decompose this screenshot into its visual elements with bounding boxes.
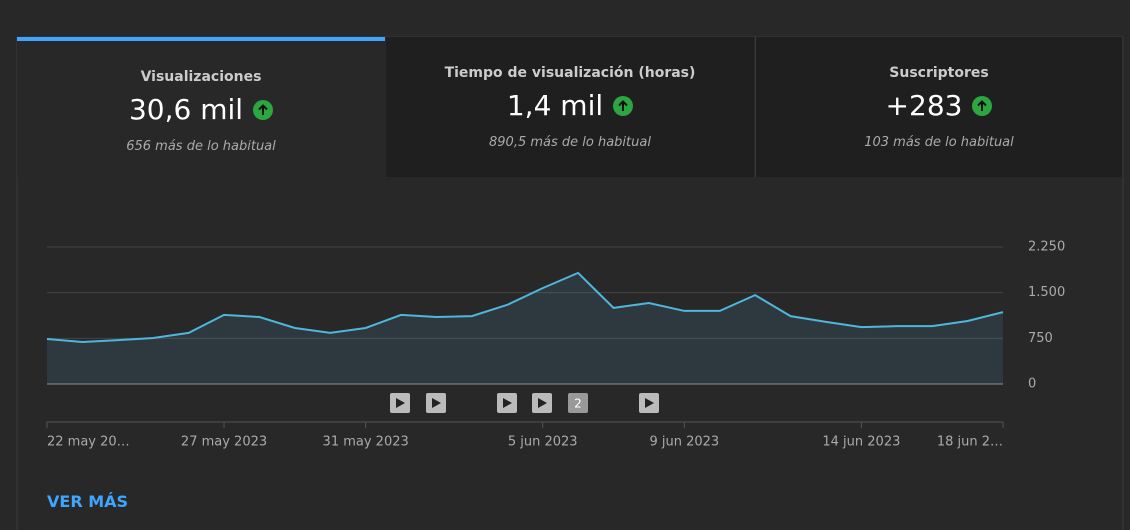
x-tick-label: 14 jun 2023 [822, 435, 900, 450]
marker-count: 2 [574, 397, 582, 411]
tab-label: Visualizaciones [140, 69, 262, 85]
x-tick-label: 18 jun 2… [937, 435, 1003, 450]
tab-label: Suscriptores [889, 65, 989, 81]
line [46, 271, 1004, 343]
play-icon [432, 398, 441, 408]
x-tick-label: 27 may 2023 [181, 435, 267, 450]
play-icon [645, 398, 654, 408]
tab-value: 1,4 mil [506, 89, 604, 122]
y-tick-label: 2.250 [1028, 240, 1065, 255]
tab-label: Tiempo de visualización (horas) [444, 65, 696, 81]
play-icon [396, 398, 405, 408]
tab-note: 656 más de lo habitual [126, 139, 276, 154]
play-icon [538, 398, 547, 408]
y-tick-label: 0 [1028, 377, 1036, 392]
tab-value-row: +283 [756, 89, 1122, 122]
see-more-link[interactable]: VER MÁS [47, 492, 129, 511]
x-tick-label: 5 jun 2023 [508, 435, 578, 450]
x-tick-label: 22 may 20… [47, 435, 130, 450]
video-marker [568, 393, 588, 413]
x-tick-label: 31 may 2023 [323, 435, 409, 450]
tab-note: 890,5 más de lo habitual [489, 135, 651, 150]
tab-value: 30,6 mil [128, 93, 244, 126]
y-tick-label: 1.500 [1028, 285, 1065, 300]
tab[interactable]: Tiempo de visualización (horas) 1,4 mil … [386, 37, 754, 177]
tab-value: +283 [885, 89, 963, 122]
up-icon [253, 99, 274, 120]
tab[interactable]: Suscriptores +283 103 más de lo habitual [755, 37, 1122, 177]
x-tick-label: 9 jun 2023 [649, 435, 719, 450]
play-icon [503, 398, 512, 408]
tab[interactable]: Visualizaciones 30,6 mil 656 más de lo h… [17, 37, 385, 177]
y-tick-label: 750 [1028, 331, 1053, 346]
up-icon [972, 95, 993, 116]
tab-value-row: 30,6 mil [17, 93, 385, 126]
up-icon [613, 95, 634, 116]
tab-note: 103 más de lo habitual [864, 135, 1014, 150]
tab-value-row: 1,4 mil [386, 89, 754, 122]
